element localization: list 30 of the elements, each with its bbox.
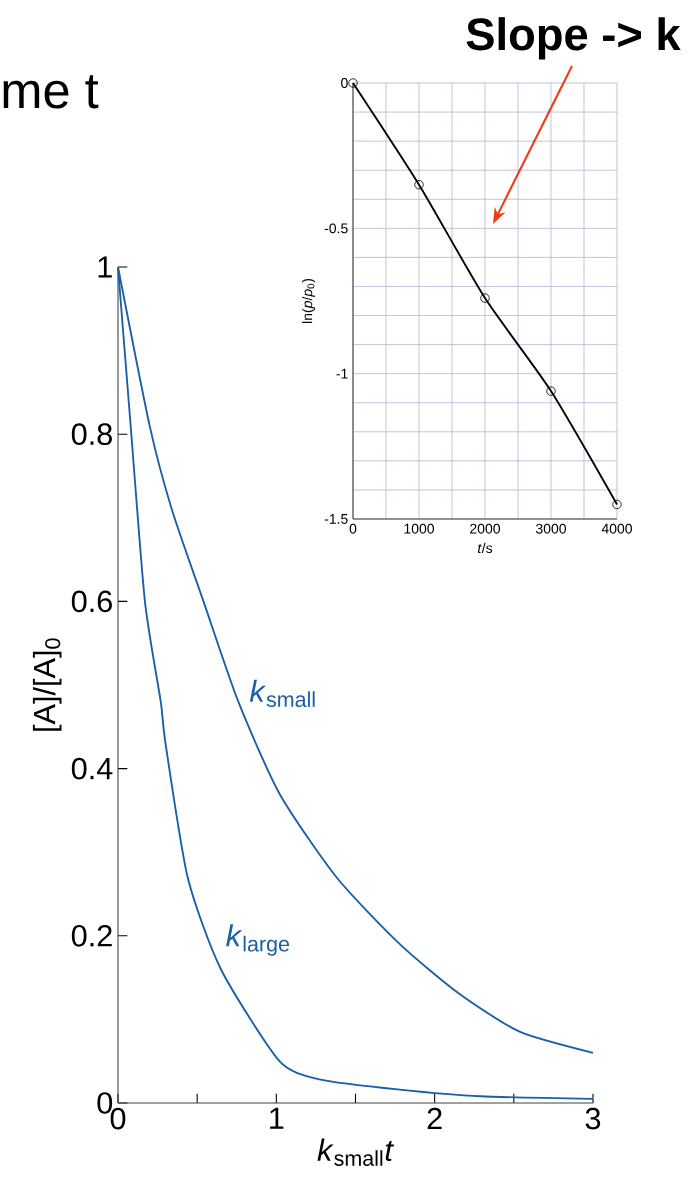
point <box>480 293 490 303</box>
x-tick-label: 4000 <box>601 523 633 534</box>
x-tick-label: 2 <box>427 1107 442 1130</box>
x-tick-label: 3 <box>585 1107 601 1130</box>
y-tick-label: 0.4 <box>71 757 113 780</box>
y-tick-label: 0.2 <box>71 924 112 947</box>
series-label: k$_{large}$ <box>226 924 290 956</box>
y-axis-title: [A]/[A]$_{0}$ <box>32 638 62 731</box>
y-tick-label: 1 <box>98 256 112 278</box>
y-tick-label: 0 <box>97 1092 113 1114</box>
x-tick-label: 1 <box>270 1107 284 1129</box>
series-label: k$_{small}$ <box>249 679 315 708</box>
y-tick-label: -1.5 <box>324 514 348 524</box>
y-tick-label: -0.5 <box>324 223 348 234</box>
point <box>612 499 622 510</box>
y-tick-label: 0.6 <box>71 590 112 613</box>
x-tick-label: 0 <box>349 523 357 534</box>
point <box>348 78 358 88</box>
x-tick-label: 2000 <box>470 523 501 534</box>
y-tick-label: 0.8 <box>71 423 112 446</box>
x-axis-title: t/s <box>477 542 493 554</box>
y-tick-label: 0 <box>341 78 348 88</box>
text: Slope -> k <box>466 17 681 60</box>
text: me t <box>3 75 99 109</box>
x-axis-title: k$_{small}$t <box>317 1138 394 1166</box>
point <box>414 180 424 190</box>
y-tick-label: -1 <box>336 368 348 379</box>
x-tick-label: 3000 <box>535 523 567 534</box>
point <box>546 386 556 396</box>
x-tick-label: 1000 <box>404 523 435 534</box>
